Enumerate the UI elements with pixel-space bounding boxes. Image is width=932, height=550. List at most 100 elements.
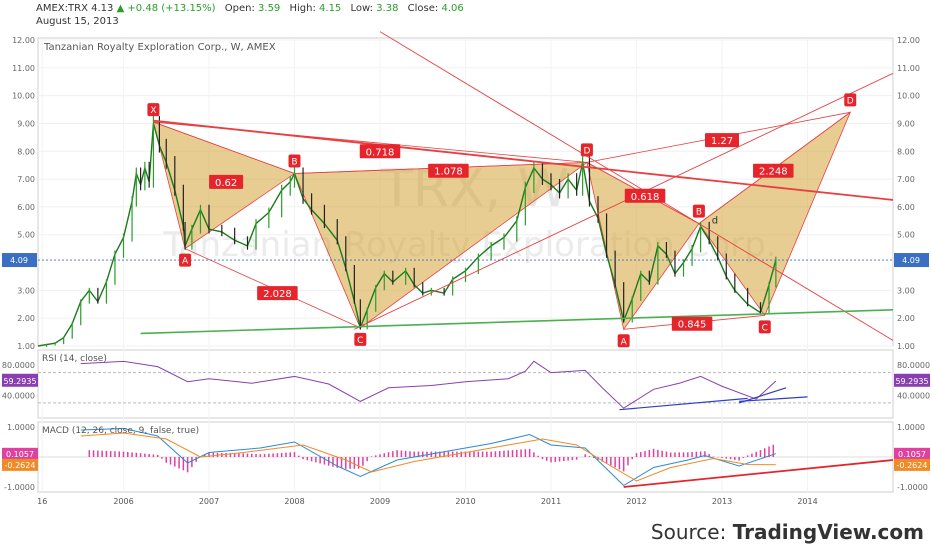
pattern-point-label: D	[847, 96, 854, 106]
pattern-point-label: C	[357, 336, 363, 346]
ratio-label-bg	[359, 144, 401, 159]
y-tick-label-left: 9.00	[17, 119, 35, 128]
x-tick-label: 2012	[626, 497, 646, 506]
rsi-tick-left: 80.0000	[2, 361, 35, 370]
ratio-label: 2.248	[759, 167, 788, 178]
pattern-point-label: A	[621, 337, 628, 347]
y-tick-label-right: 11.00	[897, 64, 920, 73]
y-tick-label-right: 7.00	[897, 175, 915, 184]
close-value: 4.06	[441, 3, 464, 14]
ratio-label: 0.62	[215, 178, 237, 189]
x-tick-label: 2010	[455, 497, 475, 506]
source-credit: Source: TradingView.com	[651, 520, 924, 544]
y-tick-label-right: 6.00	[897, 203, 915, 212]
y-tick-label-left: 12.00	[12, 36, 35, 45]
macd-trend-line	[623, 459, 894, 488]
symbol: AMEX:TRX	[36, 3, 88, 14]
high-label: High:	[289, 3, 316, 14]
pattern-point-bg	[692, 204, 705, 218]
ratio-label: 2.028	[263, 289, 292, 300]
rsi-tick-left: 40.0000	[2, 391, 35, 400]
pattern-point-bg	[354, 332, 367, 346]
x-tick-label: 2013	[712, 497, 732, 506]
chart-svg[interactable]: TRX, W Tanzanian Royalty Exploration Cor…	[0, 28, 932, 548]
green-trend-line	[140, 309, 894, 335]
y-tick-label-left: 8.00	[17, 147, 35, 156]
x-tick-label: 2008	[284, 497, 304, 506]
price-tag: 4.09	[10, 256, 28, 265]
last-price: 4.13	[91, 3, 114, 14]
y-tick-label-left: 2.00	[17, 314, 35, 323]
y-tick-label-left: 1.00	[17, 342, 35, 351]
macd-tick-left: 1.0000	[7, 423, 35, 432]
pattern-point-label: B	[696, 208, 702, 218]
macd-tag-bg	[2, 447, 38, 460]
red-trend-line	[153, 119, 894, 201]
pattern-point-bg	[147, 103, 160, 117]
pattern-point-label: X	[150, 106, 156, 116]
header-date: August 15, 2013	[36, 16, 119, 27]
macd-tag: 0.1057	[6, 450, 34, 459]
open-value: 3.59	[258, 3, 281, 14]
y-tick-label-left: 5.00	[17, 231, 35, 240]
y-tick-label-right: 12.00	[897, 36, 920, 45]
x-tick-label: 2009	[370, 497, 390, 506]
ratio-label-bg	[753, 163, 794, 178]
macd-tick-left: -1.0000	[4, 483, 35, 492]
ratio-label-bg	[428, 163, 469, 178]
signal-line	[80, 432, 776, 482]
rsi-tick-right: 80.0000	[897, 361, 930, 370]
pattern-point-label: A	[182, 257, 189, 267]
macd-tag: 0.1057	[898, 450, 926, 459]
ratio-label: 0.845	[678, 320, 707, 331]
rsi-line	[80, 360, 777, 409]
close-label: Close:	[407, 3, 439, 14]
y-tick-label-left: 3.00	[17, 286, 35, 295]
y-tick-label-left: 7.00	[17, 175, 35, 184]
macd-tick-right: 1.0000	[897, 423, 925, 432]
rsi-tag: 59.2935	[3, 377, 36, 386]
ratio-label: 0.618	[631, 192, 660, 203]
y-tick-label-right: 3.00	[897, 286, 915, 295]
ratio-label-bg	[624, 188, 666, 203]
x-tick-label: 16	[37, 497, 47, 506]
rsi-tag-bg	[894, 373, 930, 387]
y-tick-label-left: 10.00	[12, 92, 35, 101]
pattern-point-bg	[758, 320, 771, 334]
ratio-label: 0.718	[366, 147, 395, 158]
y-tick-label-right: 5.00	[897, 231, 915, 240]
pattern-point-label: D	[583, 146, 590, 156]
pattern-point-label: C	[762, 323, 768, 333]
y-tick-label-right: 1.00	[897, 342, 915, 351]
x-tick-label: 2011	[541, 497, 561, 506]
xb-line-1	[153, 121, 295, 174]
pattern-point-label: B	[291, 158, 297, 168]
macd-label: MACD (12, 26, close, 9, false, true)	[42, 426, 199, 436]
y-tick-label-right: 2.00	[897, 314, 915, 323]
ratio-label-bg	[209, 174, 244, 189]
ratio-label: 1.078	[434, 167, 463, 178]
low-value: 3.38	[376, 3, 399, 14]
price-tag: 4.09	[902, 256, 920, 265]
ratio-label-bg	[257, 286, 298, 301]
price-change: ▲ +0.48 (+13.15%)	[116, 3, 216, 14]
pattern-point-bg	[288, 154, 301, 168]
macd-tag-bg	[894, 447, 930, 460]
price-tag-bg	[2, 253, 37, 268]
high-value: 4.15	[319, 3, 342, 14]
low-label: Low:	[350, 3, 373, 14]
chart-title: Tanzanian Royalty Exploration Corp., W, …	[43, 42, 276, 53]
macd-tick-right: -1.0000	[897, 483, 928, 492]
red-trend-line	[379, 31, 894, 341]
source-prefix: Source:	[650, 520, 727, 544]
pattern-point-bg	[179, 253, 192, 267]
rsi-tag: 59.2935	[895, 377, 928, 386]
x-tick-label: 2014	[797, 497, 817, 506]
rsi-label: RSI (14, close)	[42, 354, 107, 364]
price-tag-bg	[894, 253, 929, 268]
source-brand: TradingView.com	[732, 520, 924, 544]
y-tick-label-left: 6.00	[17, 203, 35, 212]
open-label: Open:	[224, 3, 255, 14]
y-tick-label-right: 10.00	[897, 92, 920, 101]
macd-tag: -0.2624	[897, 461, 928, 470]
